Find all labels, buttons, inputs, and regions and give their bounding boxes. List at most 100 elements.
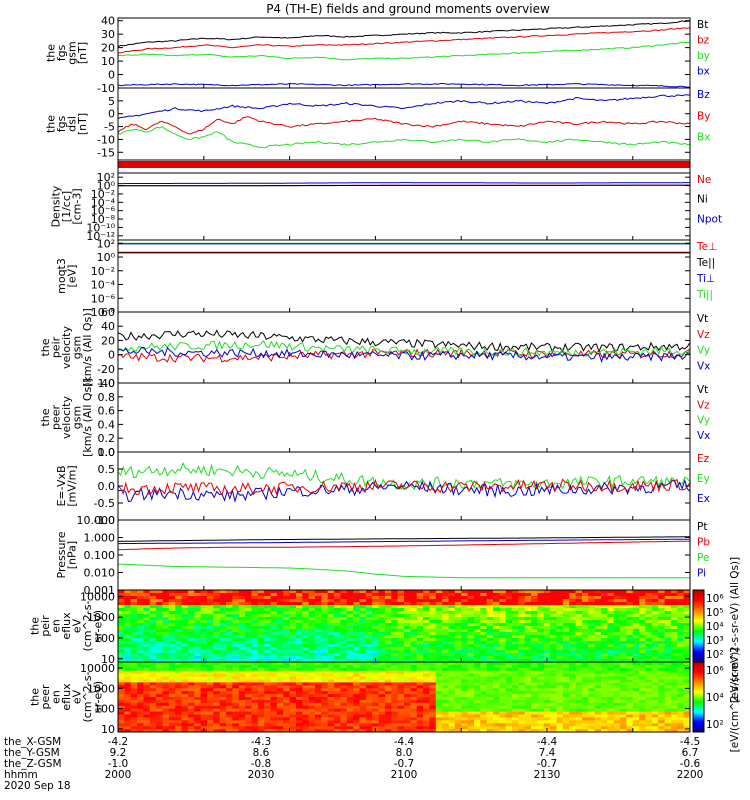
footer-value-t: 2000 bbox=[105, 769, 132, 781]
panel-pressure: 10.000 1.000 0.100 0.010 0.001 Pressure[nPa] P… bbox=[55, 514, 711, 597]
ylabel-density: Density bbox=[50, 185, 63, 227]
ylabel-fgs-dsl: the bbox=[44, 115, 57, 133]
frame-temperature bbox=[117, 239, 691, 313]
ylabel-peer-velocity: gsm bbox=[71, 406, 84, 429]
ylabel-peir-eflux: sr-eV) bbox=[92, 610, 105, 642]
ylabel-peer-eflux: the bbox=[29, 688, 42, 706]
ytick-label-fgs-gsm: 0 bbox=[108, 69, 115, 82]
footer-row-y: the_Y-GSM bbox=[4, 747, 60, 759]
legend-fgs-gsm-1: bz bbox=[697, 35, 710, 47]
footer-value-y: 8.0 bbox=[396, 747, 413, 759]
ylabel-fgs-gsm: the bbox=[44, 44, 57, 62]
footer-value-t: 2030 bbox=[248, 769, 275, 781]
panel-efield: 1.0 0.5 0.0 -0.5 -1.0 E=-VxB[mV/m] Ez Ey Ex bbox=[55, 446, 710, 527]
series-fgs-gsm-bt bbox=[118, 20, 690, 48]
legend-peer-velocity-1: Vz bbox=[697, 399, 710, 411]
ytick-label-temperature: 10⁻⁴ bbox=[91, 279, 116, 292]
ylabel-peir-eflux: (cm^2-s- bbox=[81, 601, 94, 652]
footer-date: 2020 Sep 18 bbox=[4, 780, 71, 792]
series-pressure-pt bbox=[118, 536, 690, 542]
ytick-label-temperature: 10⁻² bbox=[91, 265, 115, 278]
heatmap-peer-eflux bbox=[118, 662, 690, 732]
ytick-label-temperature: 10² bbox=[97, 237, 115, 250]
footer-value-x: -4.4 bbox=[394, 736, 415, 748]
ytick-label-fgs-gsm: -10 bbox=[97, 82, 115, 95]
legend-fgs-dsl-1: By bbox=[697, 110, 710, 122]
ylabel-peir-eflux: en bbox=[50, 619, 63, 633]
series-peir-velocity-vy bbox=[118, 340, 690, 358]
ytick-label-peer-velocity: 0.2 bbox=[98, 432, 116, 445]
ytick-label-peir-velocity: 20 bbox=[101, 334, 115, 347]
ytick-label-peir-velocity: 60 bbox=[101, 306, 115, 319]
ytick-label-density: 10⁻¹² bbox=[86, 230, 115, 243]
ylabel-peer-eflux: eflux bbox=[60, 683, 73, 711]
ylabel-temperature: moqt3 bbox=[55, 258, 68, 294]
ytick-label-peer-velocity: 1.0 bbox=[98, 377, 116, 390]
legend-fgs-gsm-0: Bt bbox=[697, 19, 708, 31]
legend-density-2: Npot bbox=[697, 213, 722, 225]
ytick-label-fgs-dsl: -10 bbox=[97, 133, 115, 146]
series-pressure-pb bbox=[118, 540, 690, 551]
ylabel-peer-eflux: (cm^2-s- bbox=[81, 672, 94, 723]
legend-temperature-2: Ti⊥ bbox=[696, 273, 715, 285]
ylabel-pressure: [nPa] bbox=[65, 541, 78, 569]
frame-pressure bbox=[117, 519, 691, 591]
ytick-label-pressure: 1.000 bbox=[84, 532, 116, 545]
legend-pressure-3: Pi bbox=[697, 568, 706, 580]
series-density-ni bbox=[118, 184, 690, 187]
ylabel-peer-eflux: eV bbox=[71, 689, 84, 704]
frame-peer-eflux bbox=[117, 661, 691, 733]
ytick-label-density: 10⁻² bbox=[91, 188, 115, 201]
legend-peir-velocity-3: Vx bbox=[697, 360, 710, 372]
legend-efield-1: Ey bbox=[697, 473, 710, 485]
footer-value-y: 6.7 bbox=[682, 747, 699, 759]
footer-value-y: 7.4 bbox=[539, 747, 556, 759]
ylabel-peer-eflux: en bbox=[50, 690, 63, 704]
footer-row-time: hhmm bbox=[4, 769, 38, 781]
frame-peer-velocity bbox=[117, 382, 691, 453]
legend-peer-velocity-0: Vt bbox=[697, 384, 708, 396]
ytick-label-density: 10⁰ bbox=[97, 180, 116, 193]
series-density-npot bbox=[118, 182, 690, 185]
ylabel-peer-velocity: [km/s (All Qs)] bbox=[81, 378, 94, 457]
footer-value-y: 9.2 bbox=[110, 747, 127, 759]
ytick-label-peer-velocity: 0.4 bbox=[98, 418, 116, 431]
ylabel-peir-eflux: the bbox=[29, 617, 42, 635]
ylabel-fgs-gsm: gsm bbox=[65, 41, 78, 64]
legend-pressure-2: Pe bbox=[697, 552, 709, 564]
footer-value-x: -4.5 bbox=[680, 736, 701, 748]
ytick-label-peer-velocity: 0.0 bbox=[98, 446, 116, 459]
ytick-label-peir-velocity: 40 bbox=[101, 320, 115, 333]
series-peir-velocity-vz bbox=[118, 348, 690, 363]
ylabel-fgs-gsm: [nT] bbox=[76, 42, 89, 64]
ytick-label-peir-velocity: 0 bbox=[108, 349, 115, 362]
ytick-label-peir-eflux: 100 bbox=[94, 632, 115, 645]
ylabel-peir-eflux: eV bbox=[71, 618, 84, 633]
series-pressure-pe bbox=[118, 563, 690, 579]
ytick-label-fgs-dsl: -15 bbox=[97, 146, 115, 159]
series-fgs-dsl-by bbox=[118, 116, 690, 135]
ylabel-peir-velocity: the bbox=[39, 338, 52, 356]
ylabel-fgs-dsl: dsl bbox=[65, 116, 78, 132]
colorbar-unit-label-electrons: [eV/(cm^2-s-sr-eV)] bbox=[729, 648, 741, 753]
series-efield-ez bbox=[118, 478, 690, 497]
ytick-label-pressure: 0.010 bbox=[84, 567, 116, 580]
ytick-label-pressure: 0.100 bbox=[84, 549, 116, 562]
legend-peer-velocity-2: Vy bbox=[697, 415, 710, 427]
legend-density-0: Ne bbox=[697, 174, 711, 186]
legend-peir-velocity-0: Vt bbox=[697, 313, 708, 325]
ylabel-fgs-dsl: [nT] bbox=[76, 113, 89, 135]
series-fgs-dsl-bx bbox=[118, 126, 690, 149]
frame-fgs-dsl bbox=[117, 87, 691, 161]
legend-pressure-0: Pt bbox=[697, 521, 707, 533]
ylabel-peir-velocity: gsm bbox=[71, 336, 84, 359]
ylabel-density: [cm-3] bbox=[71, 188, 84, 224]
ylabel-fgs-dsl: fgs bbox=[55, 115, 68, 132]
series-pressure-pi bbox=[118, 538, 690, 545]
ytick-label-efield: 0.5 bbox=[98, 463, 116, 476]
colorbar-tick-peir-eflux: 10⁵ bbox=[706, 607, 724, 619]
